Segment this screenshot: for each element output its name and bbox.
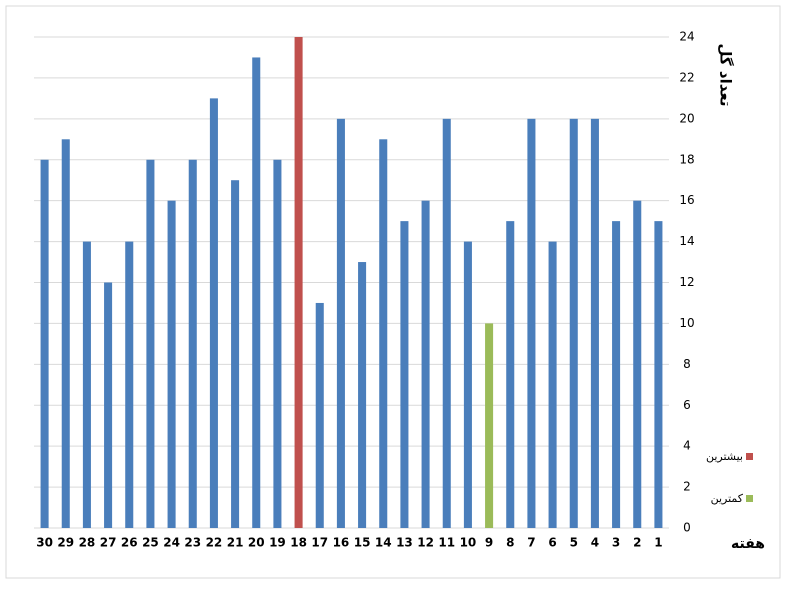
y-tick-label: 22 — [679, 70, 694, 84]
legend-swatch — [746, 453, 753, 460]
bar — [485, 323, 494, 528]
bar — [442, 118, 451, 528]
bar — [104, 282, 113, 528]
x-tick-label: 13 — [396, 536, 413, 550]
bar — [294, 37, 303, 528]
x-tick-label: 18 — [290, 536, 307, 550]
x-tick-label: 8 — [506, 536, 514, 550]
x-tick-label: 12 — [417, 536, 434, 550]
bar — [61, 139, 70, 528]
x-tick-label: 9 — [485, 536, 493, 550]
bar — [548, 241, 557, 529]
x-tick-label: 30 — [36, 536, 53, 550]
x-tick-label: 26 — [121, 536, 138, 550]
x-tick-label: 6 — [548, 536, 556, 550]
y-tick-label: 18 — [679, 152, 694, 166]
bar — [146, 159, 155, 528]
y-tick-label: 12 — [679, 275, 694, 289]
x-tick-label: 28 — [79, 536, 96, 550]
bar — [506, 221, 515, 528]
x-tick-label: 19 — [269, 536, 286, 550]
x-tick-label: 29 — [57, 536, 74, 550]
bar — [590, 118, 599, 528]
bar — [231, 180, 240, 529]
bar — [400, 221, 409, 528]
x-tick-label: 21 — [227, 536, 244, 550]
legend-label: بیشترین — [706, 450, 743, 463]
bar — [336, 118, 345, 528]
x-tick-label: 20 — [248, 536, 265, 550]
x-tick-label: 25 — [142, 536, 159, 550]
legend-label: کمترین — [711, 492, 744, 505]
x-tick-label: 16 — [333, 536, 350, 550]
bar — [612, 221, 621, 528]
x-tick-label: 23 — [184, 536, 201, 550]
y-tick-label: 6 — [683, 398, 691, 412]
bar — [379, 139, 388, 528]
y-tick-label: 16 — [679, 193, 694, 207]
bar — [188, 159, 197, 528]
y-tick-label: 4 — [683, 439, 691, 453]
bar — [358, 262, 367, 528]
bar — [569, 118, 578, 528]
bar — [463, 241, 472, 529]
x-tick-label: 11 — [438, 536, 455, 550]
y-tick-label: 8 — [683, 357, 691, 371]
x-tick-label: 24 — [163, 536, 180, 550]
x-axis-label: هفته — [731, 536, 765, 552]
y-tick-label: 10 — [679, 316, 694, 330]
y-tick-label: 2 — [683, 480, 691, 494]
x-tick-label: 14 — [375, 536, 392, 550]
bar — [82, 241, 91, 529]
y-tick-label: 24 — [679, 30, 694, 44]
y-tick-label: 0 — [683, 521, 691, 535]
x-tick-label: 10 — [460, 536, 477, 550]
bar — [315, 302, 324, 528]
x-tick-label: 7 — [527, 536, 535, 550]
x-tick-label: 1 — [654, 536, 662, 550]
y-tick-label: 14 — [679, 234, 694, 248]
x-tick-label: 27 — [100, 536, 117, 550]
chart-frame — [5, 5, 781, 579]
bar — [654, 221, 663, 528]
bar — [40, 159, 49, 528]
x-tick-label: 5 — [570, 536, 578, 550]
x-tick-label: 3 — [612, 536, 620, 550]
x-tick-label: 2 — [633, 536, 641, 550]
x-tick-label: 15 — [354, 536, 371, 550]
legend-swatch — [746, 495, 753, 502]
bar — [421, 200, 430, 528]
x-tick-label: 4 — [591, 536, 599, 550]
bar — [633, 200, 642, 528]
bar — [252, 57, 261, 528]
bar — [125, 241, 134, 529]
x-tick-label: 17 — [311, 536, 328, 550]
y-axis-label: تعداد گل — [717, 44, 735, 107]
bar — [273, 159, 282, 528]
x-tick-label: 22 — [206, 536, 223, 550]
bar — [167, 200, 176, 528]
y-tick-label: 20 — [679, 111, 694, 125]
bar — [527, 118, 536, 528]
bar — [209, 98, 218, 528]
